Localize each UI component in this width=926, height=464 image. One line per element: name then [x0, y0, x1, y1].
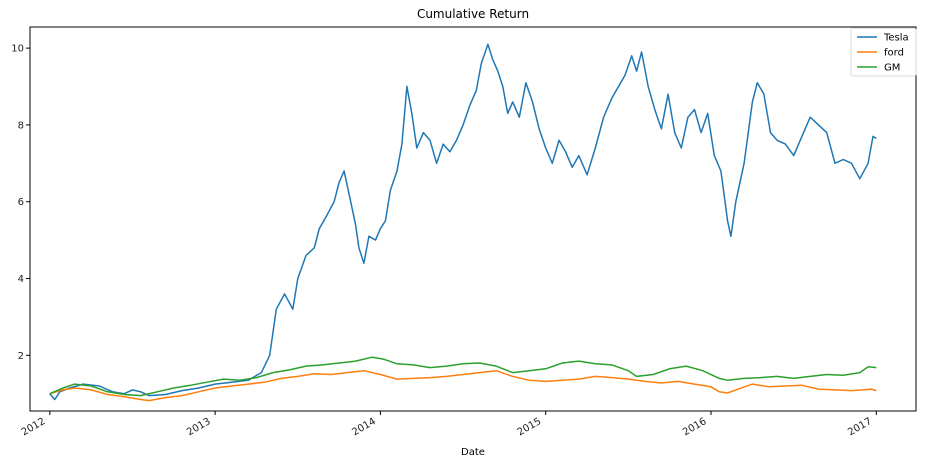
series-line-gm [49, 356, 877, 397]
series-line-ford [49, 369, 877, 402]
legend-label-gm: GM [884, 63, 900, 74]
plot-frame [29, 26, 917, 412]
x-tick-label: 2012 [20, 416, 48, 438]
x-tick-label: 2014 [350, 416, 378, 438]
series-line-tesla [49, 43, 877, 401]
axis-layer: 2 4 6 8 10 2012 2013 2014 2015 2016 2017 [11, 44, 877, 438]
y-tick-label: 10 [11, 44, 24, 55]
x-tick-label: 2017 [846, 416, 874, 438]
x-tick-label: 2013 [185, 416, 213, 438]
chart-title: Cumulative Return [417, 7, 529, 21]
y-tick-label: 4 [18, 274, 24, 285]
legend-label-ford: ford [884, 48, 904, 59]
y-tick-label: 6 [18, 197, 24, 208]
legend-label-tesla: Tesla [883, 33, 909, 44]
x-axis-label: Date [461, 447, 485, 458]
x-tick-label: 2015 [516, 416, 544, 438]
x-tick-label: 2016 [681, 416, 709, 438]
legend: Tesla ford GM [850, 27, 917, 77]
y-tick-label: 2 [18, 351, 24, 362]
legend-box [850, 27, 917, 77]
y-tick-label: 8 [18, 120, 24, 131]
series-layer [49, 43, 877, 402]
